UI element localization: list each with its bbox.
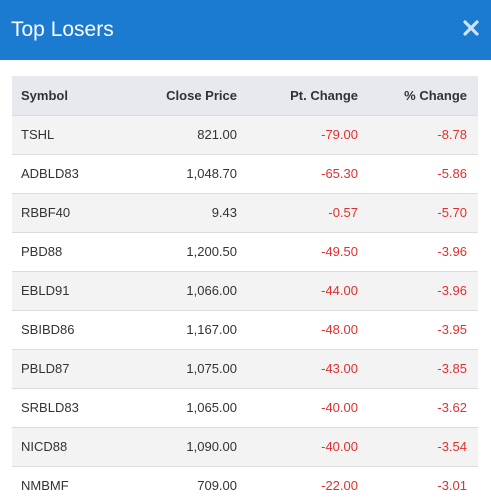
- table-row[interactable]: NICD88 1,090.00 -40.00 -3.54: [12, 427, 478, 466]
- cell-pt-change: -43.00: [321, 361, 358, 376]
- table-row[interactable]: RBBF40 9.43 -0.57 -5.70: [12, 193, 478, 232]
- table-container: Symbol Close Price Pt. Change % Change T…: [12, 76, 478, 502]
- cell-pct-change: -3.96: [437, 244, 467, 259]
- table-row[interactable]: NMBMF 709.00 -22.00 -3.01: [12, 466, 478, 502]
- cell-symbol: SRBLD83: [21, 400, 79, 415]
- cell-close-price: 709.00: [197, 478, 237, 494]
- cell-pt-change: -40.00: [321, 439, 358, 454]
- cell-close-price: 1,066.00: [186, 283, 237, 298]
- table-row[interactable]: SRBLD83 1,065.00 -40.00 -3.62: [12, 388, 478, 427]
- close-button[interactable]: [463, 20, 479, 36]
- cell-symbol: NMBMF: [21, 478, 69, 494]
- cell-symbol: SBIBD86: [21, 322, 75, 337]
- cell-symbol: EBLD91: [21, 283, 70, 298]
- column-header-symbol[interactable]: Symbol: [21, 87, 68, 103]
- cell-pct-change: -5.86: [437, 166, 467, 181]
- cell-pct-change: -8.78: [437, 127, 467, 142]
- cell-close-price: 821.00: [197, 127, 237, 142]
- modal-header: Top Losers: [0, 0, 491, 60]
- cell-close-price: 9.43: [211, 205, 237, 220]
- cell-pct-change: -3.85: [437, 361, 467, 376]
- close-icon: [463, 20, 479, 36]
- cell-pt-change: -49.50: [321, 244, 358, 259]
- column-header-pct-change[interactable]: % Change: [404, 87, 467, 103]
- cell-pt-change: -0.57: [328, 205, 358, 220]
- cell-pt-change: -79.00: [321, 127, 358, 142]
- cell-pt-change: -40.00: [321, 400, 358, 415]
- cell-pct-change: -3.96: [437, 283, 467, 298]
- cell-close-price: 1,200.50: [186, 244, 237, 259]
- cell-symbol: ADBLD83: [21, 166, 79, 181]
- table-row[interactable]: SBIBD86 1,167.00 -48.00 -3.95: [12, 310, 478, 349]
- cell-pt-change: -44.00: [321, 283, 358, 298]
- cell-symbol: TSHL: [21, 127, 55, 142]
- cell-symbol: PBLD87: [21, 361, 70, 376]
- cell-pt-change: -48.00: [321, 322, 358, 337]
- cell-close-price: 1,065.00: [186, 400, 237, 415]
- cell-pct-change: -5.70: [437, 205, 467, 220]
- table-row[interactable]: TSHL 821.00 -79.00 -8.78: [12, 115, 478, 154]
- modal-title: Top Losers: [11, 18, 114, 41]
- losers-table: Symbol Close Price Pt. Change % Change T…: [12, 76, 478, 502]
- table-row[interactable]: ADBLD83 1,048.70 -65.30 -5.86: [12, 154, 478, 193]
- cell-close-price: 1,048.70: [186, 166, 237, 181]
- cell-close-price: 1,167.00: [186, 322, 237, 337]
- table-row[interactable]: PBD88 1,200.50 -49.50 -3.96: [12, 232, 478, 271]
- cell-pct-change: -3.01: [437, 478, 467, 494]
- cell-pct-change: -3.62: [437, 400, 467, 415]
- cell-pt-change: -22.00: [321, 478, 358, 494]
- column-header-pt-change[interactable]: Pt. Change: [290, 87, 358, 103]
- cell-symbol: RBBF40: [21, 205, 71, 220]
- cell-close-price: 1,075.00: [186, 361, 237, 376]
- cell-pt-change: -65.30: [321, 166, 358, 181]
- column-header-close-price[interactable]: Close Price: [166, 87, 237, 103]
- cell-symbol: NICD88: [21, 439, 68, 454]
- cell-pct-change: -3.95: [437, 322, 467, 337]
- cell-pct-change: -3.54: [437, 439, 467, 454]
- cell-close-price: 1,090.00: [186, 439, 237, 454]
- table-header-row: Symbol Close Price Pt. Change % Change: [12, 76, 478, 115]
- cell-symbol: PBD88: [21, 244, 63, 259]
- table-row[interactable]: PBLD87 1,075.00 -43.00 -3.85: [12, 349, 478, 388]
- table-row[interactable]: EBLD91 1,066.00 -44.00 -3.96: [12, 271, 478, 310]
